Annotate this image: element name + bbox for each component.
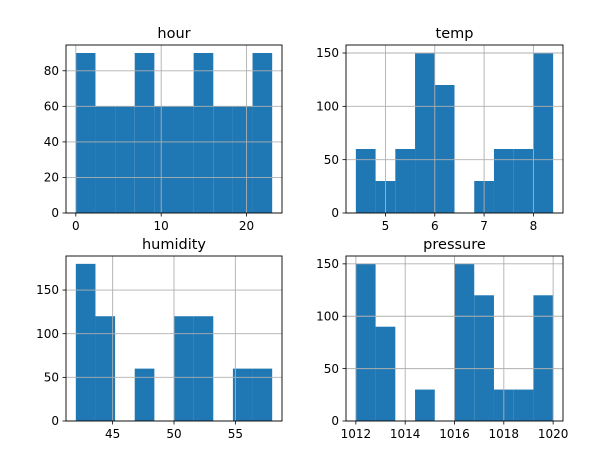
humidity-y-tick-label-1: 50 xyxy=(44,371,59,385)
pressure-bar-8 xyxy=(513,389,534,421)
temp-y-tick-label-1: 50 xyxy=(324,153,339,167)
humidity-chart-title: humidity xyxy=(142,237,206,253)
humidity-histogram-panel: 45 50 55 0 50 100 150 humidity xyxy=(36,237,283,441)
humidity-bar-3 xyxy=(134,368,155,421)
pressure-x-tick-label-2: 1016 xyxy=(439,427,470,441)
hour-bar-7 xyxy=(213,106,233,213)
hour-axes-frame xyxy=(65,44,283,214)
hour-bar-3 xyxy=(134,53,155,213)
hour-x-tick-label-1: 10 xyxy=(154,219,169,233)
hour-y-tick-label-0: 0 xyxy=(51,206,59,220)
humidity-bar-5 xyxy=(174,316,194,421)
temp-bar-3 xyxy=(415,53,435,213)
pressure-bar-6 xyxy=(474,295,494,421)
hour-bar-6 xyxy=(193,53,214,213)
pressure-y-tick-label-0: 0 xyxy=(331,414,339,428)
humidity-bar-8 xyxy=(232,368,253,421)
hour-bar-9 xyxy=(252,53,273,213)
pressure-bar-5 xyxy=(454,263,475,421)
hour-x-tick-label-0: 0 xyxy=(72,219,80,233)
temp-x-tick-label-1: 6 xyxy=(431,219,439,233)
humidity-x-tick-label-1: 50 xyxy=(166,427,181,441)
hour-bar-8 xyxy=(232,106,253,213)
pressure-bar-3 xyxy=(415,389,435,421)
temp-bar-8 xyxy=(513,149,534,213)
temp-bar-7 xyxy=(493,149,514,213)
hour-histogram-panel: 0 10 20 0 20 40 60 80 hour xyxy=(44,26,283,233)
hour-y-tick-label-4: 80 xyxy=(44,64,59,78)
pressure-x-tick-label-0: 1012 xyxy=(341,427,372,441)
temp-x-tick-label-3: 8 xyxy=(530,219,538,233)
hour-chart-title: hour xyxy=(157,26,190,42)
humidity-y-tick-label-2: 100 xyxy=(36,327,59,341)
hour-y-tick-label-3: 60 xyxy=(44,100,59,114)
pressure-bar-9 xyxy=(533,295,554,421)
pressure-x-tick-label-4: 1020 xyxy=(538,427,569,441)
pressure-y-tick-label-3: 150 xyxy=(316,257,339,271)
temp-bar-9 xyxy=(533,53,554,213)
temp-x-tick-label-0: 5 xyxy=(382,219,390,233)
humidity-y-tick-label-3: 150 xyxy=(36,283,59,297)
hour-bar-4 xyxy=(154,106,174,213)
temp-y-tick-label-2: 100 xyxy=(316,100,339,114)
pressure-histogram-panel: 1012 1014 1016 1018 1020 0 50 100 150 pressure xyxy=(316,237,568,441)
pressure-chart-title: pressure xyxy=(423,237,486,253)
hour-y-tick-label-1: 20 xyxy=(44,171,59,185)
hour-y-tick-label-2: 40 xyxy=(44,135,59,149)
humidity-bar-0 xyxy=(75,263,96,421)
hour-x-tick-label-2: 20 xyxy=(239,219,254,233)
pressure-bar-0 xyxy=(355,263,376,421)
hour-bar-0 xyxy=(75,53,96,213)
temp-bar-2 xyxy=(395,149,416,213)
temp-x-tick-label-2: 7 xyxy=(480,219,488,233)
pressure-bar-1 xyxy=(375,326,396,421)
humidity-bar-9 xyxy=(252,368,273,421)
temp-histogram-panel: 5 6 7 8 0 50 100 150 temp xyxy=(316,26,564,233)
humidity-x-tick-label-2: 55 xyxy=(228,427,243,441)
pressure-x-tick-label-1: 1014 xyxy=(390,427,421,441)
temp-bar-0 xyxy=(355,149,376,213)
temp-chart-title: temp xyxy=(436,26,474,42)
temp-y-tick-label-0: 0 xyxy=(331,206,339,220)
humidity-x-tick-label-0: 45 xyxy=(105,427,120,441)
temp-y-tick-label-3: 150 xyxy=(316,46,339,60)
pressure-x-tick-label-3: 1018 xyxy=(489,427,520,441)
pressure-y-tick-label-1: 50 xyxy=(324,362,339,376)
humidity-bar-6 xyxy=(193,316,214,421)
temp-bar-4 xyxy=(434,85,455,213)
humidity-bar-1 xyxy=(95,316,116,421)
hour-bar-5 xyxy=(174,106,194,213)
humidity-y-tick-label-0: 0 xyxy=(51,414,59,428)
hour-bar-1 xyxy=(95,106,116,213)
hour-bar-2 xyxy=(115,106,135,213)
temp-axes-frame xyxy=(345,44,564,214)
pressure-y-tick-label-2: 100 xyxy=(316,309,339,323)
